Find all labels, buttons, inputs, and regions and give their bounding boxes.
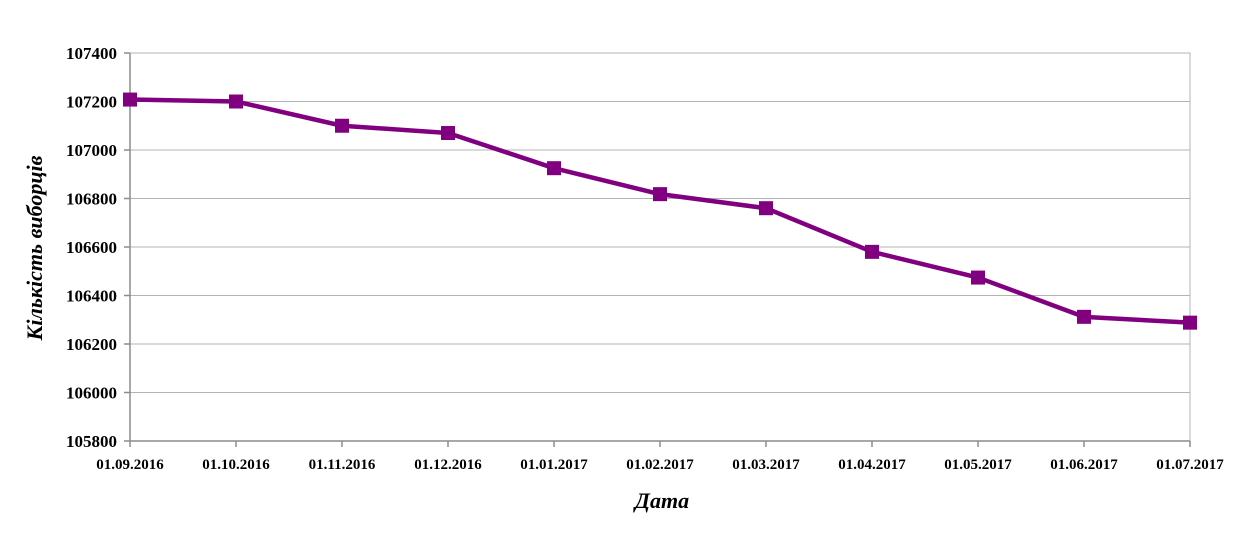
data-point-marker	[1183, 315, 1197, 330]
data-point-marker	[335, 118, 349, 133]
y-tick-label: 107400	[66, 44, 117, 63]
data-point-marker	[229, 94, 243, 109]
grid-layer	[129, 52, 1191, 442]
x-tick-label: 01.02.2017	[626, 457, 694, 473]
x-axis-title: Дата	[633, 488, 689, 513]
y-tick-label: 107000	[66, 141, 117, 160]
data-point-marker	[971, 270, 985, 285]
y-tick-label: 106000	[66, 384, 117, 403]
x-tick-label: 01.06.2017	[1050, 457, 1118, 473]
data-point-marker	[547, 161, 561, 176]
data-point-marker	[1077, 309, 1091, 324]
x-tick-label: 01.01.2017	[520, 457, 588, 473]
series-layer	[123, 92, 1197, 330]
data-point-marker	[759, 201, 773, 216]
y-tick-label: 106800	[66, 190, 117, 209]
axis-layer: 105800 106000 106200 106400 106600 106800 1070…	[66, 44, 1224, 473]
y-axis-title: Кількість виборців	[22, 155, 47, 341]
x-tick-label: 01.03.2017	[732, 457, 800, 473]
x-tick-label: 01.09.2016	[96, 457, 164, 473]
y-tick-label: 106200	[66, 335, 117, 354]
y-tick-label: 105800	[66, 432, 117, 451]
data-point-marker	[865, 244, 879, 259]
series-line	[127, 97, 1193, 325]
x-tick-label: 01.05.2017	[944, 457, 1012, 473]
data-point-marker	[653, 187, 667, 202]
x-tick-label: 01.12.2016	[414, 457, 482, 473]
x-tick-label: 01.11.2016	[309, 457, 376, 473]
data-point-marker	[441, 126, 455, 141]
y-tick-label: 107200	[66, 93, 117, 112]
y-tick-label: 106400	[66, 287, 117, 306]
x-tick-label: 01.04.2017	[838, 457, 906, 473]
x-tick-label: 01.07.2017	[1156, 457, 1224, 473]
data-point-marker	[123, 92, 137, 107]
y-tick-label: 106600	[66, 238, 117, 257]
x-tick-label: 01.10.2016	[202, 457, 270, 473]
label-layer: Дата Кількість виборців	[22, 155, 689, 513]
